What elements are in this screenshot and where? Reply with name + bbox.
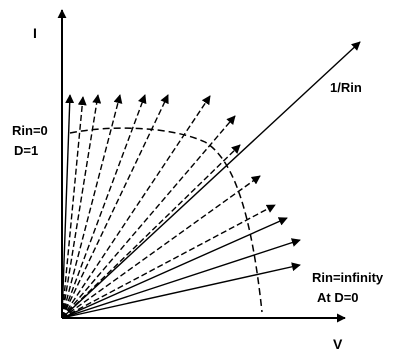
resistance-arrow-8 [61, 115, 236, 319]
slope-label: 1/Rin [330, 80, 362, 95]
resistance-arrow-3 [61, 94, 102, 319]
resistance-arrow-11 [61, 204, 276, 319]
rin-zero-label: Rin=0 [12, 123, 48, 138]
resistance-arrow-6 [61, 94, 169, 319]
resistance-arrow-4 [61, 94, 123, 319]
duty-zero-label: At D=0 [317, 290, 359, 305]
x-axis-label: V [333, 336, 343, 352]
rin-infinity-label: Rin=infinity [312, 270, 384, 285]
dashed-limit-curve [69, 127, 263, 313]
slope-arrow [61, 41, 361, 319]
resistance-arrow-1 [61, 94, 75, 319]
resistance-arrow-13 [61, 238, 301, 319]
resistance-arrow-5 [61, 94, 147, 319]
resistance-arrow-14 [61, 262, 301, 319]
duty-one-label: D=1 [14, 143, 38, 158]
resistance-arrow-12 [61, 217, 288, 319]
resistance-arrow-10 [61, 175, 261, 319]
resistance-line-fan [61, 41, 361, 319]
resistance-arrow-9 [61, 144, 241, 319]
y-axis-label: I [33, 25, 37, 41]
resistance-arrow-2 [61, 96, 87, 319]
